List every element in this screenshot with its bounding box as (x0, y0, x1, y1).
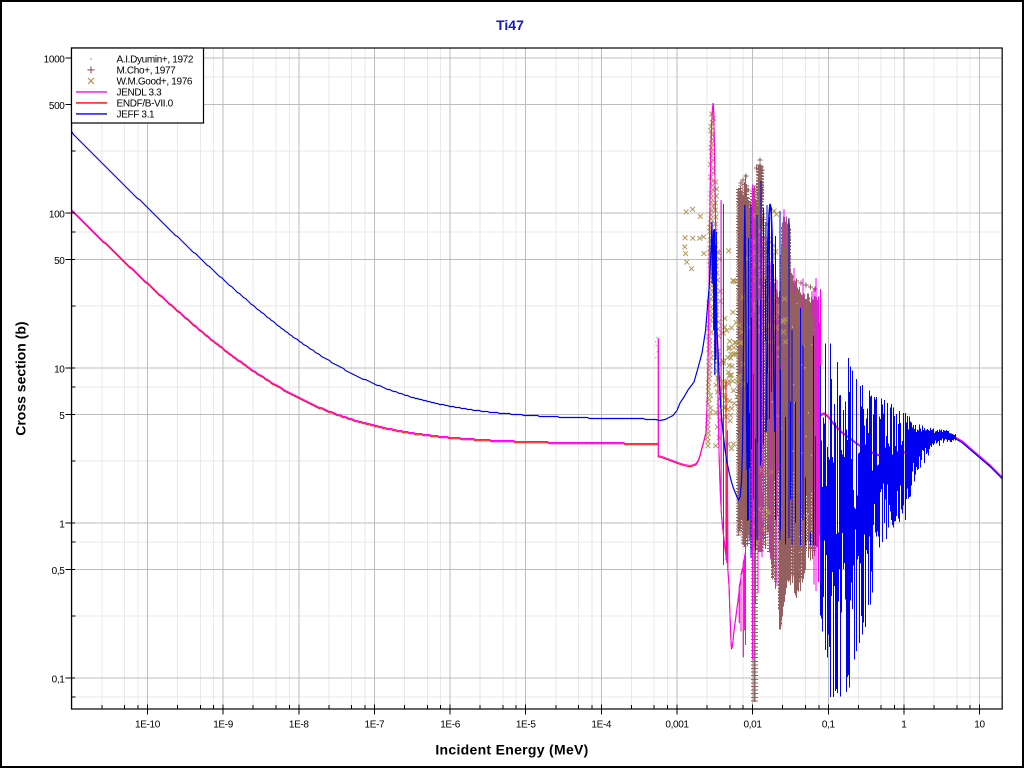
svg-text:0,1: 0,1 (822, 720, 836, 731)
svg-text:1000: 1000 (44, 54, 66, 65)
svg-text:1E-6: 1E-6 (440, 720, 461, 731)
svg-text:50: 50 (54, 256, 65, 267)
svg-text:100: 100 (49, 209, 65, 220)
svg-text:Ti47: Ti47 (496, 17, 524, 33)
svg-text:1E-8: 1E-8 (289, 720, 310, 731)
svg-text:1E-5: 1E-5 (516, 720, 537, 731)
svg-text:W.M.Good+, 1976: W.M.Good+, 1976 (117, 77, 193, 88)
svg-text:5: 5 (59, 411, 65, 422)
svg-text:10: 10 (974, 720, 985, 731)
svg-text:0,01: 0,01 (744, 720, 763, 731)
svg-text:10: 10 (54, 364, 65, 375)
svg-text:0,001: 0,001 (665, 720, 689, 731)
svg-text:1: 1 (901, 720, 907, 731)
svg-text:1E-9: 1E-9 (213, 720, 234, 731)
svg-text:1: 1 (59, 519, 65, 530)
svg-text:1E-10: 1E-10 (135, 720, 161, 731)
svg-text:1E-7: 1E-7 (365, 720, 386, 731)
svg-text:0,1: 0,1 (52, 674, 66, 685)
svg-text:M.Cho+, 1977: M.Cho+, 1977 (117, 66, 177, 77)
svg-text:1E-4: 1E-4 (591, 720, 612, 731)
svg-text:A.I.Dyumin+, 1972: A.I.Dyumin+, 1972 (117, 55, 194, 66)
svg-text:JENDL 3.3: JENDL 3.3 (117, 88, 163, 99)
svg-text:0,5: 0,5 (52, 566, 66, 577)
svg-text:Incident Energy (MeV): Incident Energy (MeV) (435, 742, 588, 758)
svg-text:JEFF 3.1: JEFF 3.1 (117, 110, 156, 121)
svg-text:Cross section (b): Cross section (b) (13, 321, 29, 435)
svg-text:ENDF/B-VII.0: ENDF/B-VII.0 (117, 99, 174, 110)
svg-text:500: 500 (49, 101, 65, 112)
